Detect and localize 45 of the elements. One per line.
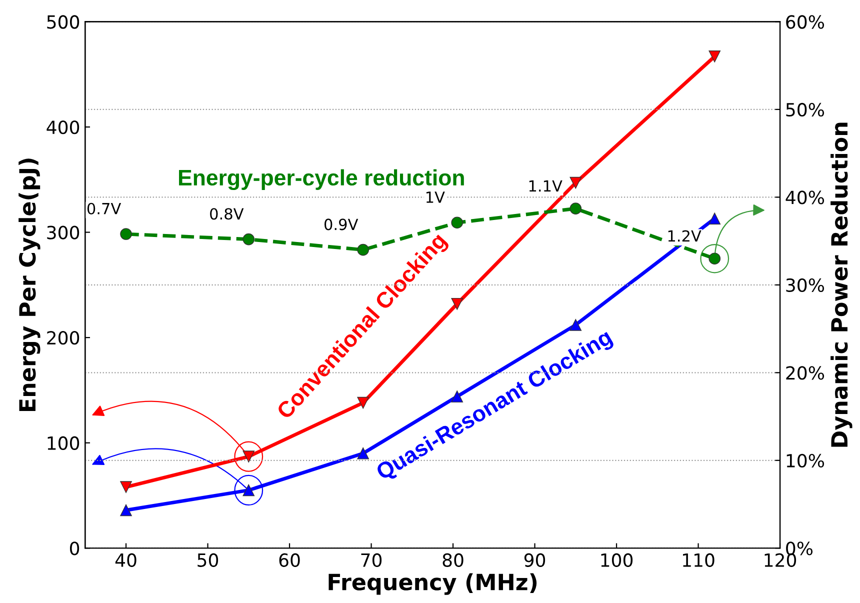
point (242, 233, 255, 246)
point (708, 50, 721, 62)
point (120, 228, 132, 240)
y-tick-label: 100 (48, 436, 80, 450)
point (570, 176, 582, 189)
annotation: 0.8V (210, 208, 244, 220)
x-tick-label: 90 (524, 553, 546, 567)
point (120, 504, 132, 516)
y-tick-label: 500 (47, 15, 80, 29)
point (708, 212, 721, 224)
y2-tick-label: 60% (786, 15, 824, 29)
annotation: 0.9V (324, 218, 358, 230)
y-tick-label: 400 (46, 120, 80, 134)
point (357, 244, 369, 256)
point (120, 481, 132, 493)
annotation: 1.1V (529, 180, 562, 192)
y2-tick-label: 30% (786, 278, 824, 292)
y-tick-label: 200 (47, 331, 80, 345)
point (451, 216, 464, 229)
y-axis-title: Energy Per Cycle(pJ) (18, 158, 40, 412)
x-tick-label: 40 (115, 553, 136, 567)
point (570, 202, 582, 214)
x-tick-label: 60 (279, 553, 300, 567)
y-tick-label: 0 (70, 542, 80, 556)
annotation: 0.7V (87, 202, 122, 214)
point (357, 447, 369, 460)
x-tick-label: 50 (198, 553, 218, 567)
y2-axis-title: Dynamic Power Reduction (830, 122, 852, 447)
annotation: 1.2V (668, 230, 702, 242)
y2-tick-label: 50% (786, 102, 824, 117)
x-tick-label: 100 (601, 553, 633, 567)
y2-tick-label: 40% (786, 190, 824, 204)
y2-tick-label: 10% (786, 454, 824, 468)
x-tick-label: 80 (442, 553, 464, 567)
point (451, 298, 464, 310)
point (570, 319, 582, 331)
y-tick-label: 300 (47, 226, 80, 240)
annotation: 1V (426, 192, 445, 203)
series-label: Energy-per-cycle reduction (179, 169, 464, 190)
x-tick-label: 120 (764, 553, 796, 567)
x-axis-title: Frequency (MHz) (328, 573, 537, 595)
x-tick-label: 70 (361, 553, 382, 567)
x-tick-label: 110 (683, 553, 714, 567)
y2-tick-label: 20% (786, 366, 824, 380)
y2-tick-label: 0% (786, 542, 813, 556)
